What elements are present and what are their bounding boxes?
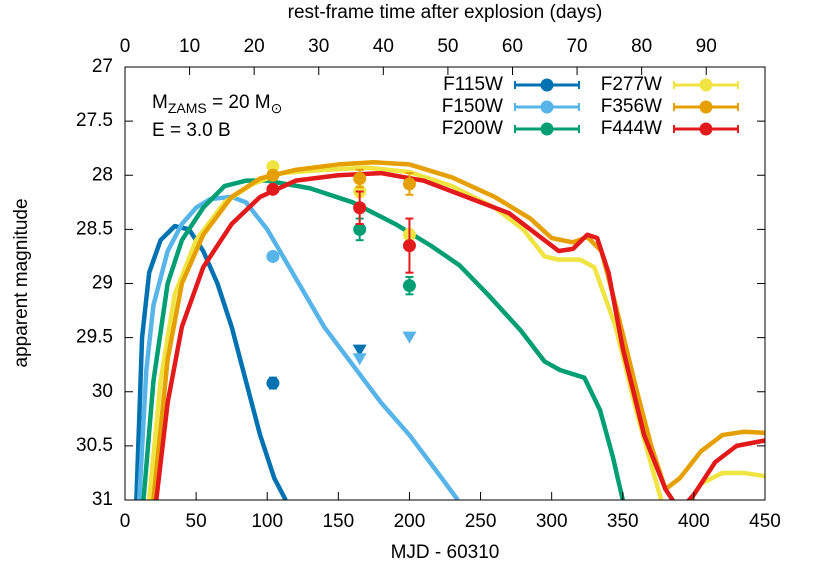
upper-limit [402,331,417,344]
x2-tick-label: 60 [502,36,523,57]
observation [266,182,280,196]
x2-tick-label: 0 [120,36,131,57]
legend-label: F356W [601,96,662,117]
y-tick-label: 31 [92,489,113,510]
x2-tick-label: 90 [696,36,717,57]
x2-axis-label: rest-frame time after explosion (days) [288,2,603,23]
legend-marker [540,100,554,114]
annotation: E = 3.0 B [152,120,231,141]
light-curve [146,165,765,500]
light-curve [136,194,460,500]
y-tick-label: 27.5 [76,110,113,131]
annotation-part: M [152,92,168,113]
observation [402,239,416,253]
x2-tick-label: 50 [437,36,458,57]
x-tick-label: 350 [607,511,639,532]
light-curve [134,223,288,500]
x-tick-label: 400 [678,511,710,532]
legend-marker [699,122,713,136]
x-tick-label: 100 [251,511,283,532]
annotation: MZAMS = 20 M⊙ [152,92,282,116]
x2-tick-label: 30 [308,36,329,57]
y-tick-label: 28 [92,164,113,185]
light-curve [154,170,765,500]
legend-marker [540,122,554,136]
observation [353,201,367,215]
x-tick-label: 200 [394,511,426,532]
y-tick-label: 27 [92,56,113,77]
observation [266,249,280,263]
legend-marker [699,78,713,92]
legend-label: F115W [443,74,503,95]
legend-label: F150W [442,96,503,117]
observation [402,279,416,293]
light-curve [141,178,625,500]
x2-tick-label: 20 [244,36,265,57]
x2-tick-label: 40 [373,36,394,57]
legend-label: F277W [601,74,662,95]
observation [266,168,280,182]
annotation-part: = 20 M [207,92,271,113]
x-tick-label: 450 [749,511,781,532]
upper-limit [352,353,367,366]
legend-label: F444W [601,118,662,139]
x-tick-label: 250 [465,511,497,532]
y-tick-label: 30.5 [76,435,113,456]
observation [353,171,367,185]
y-axis-label: apparent magnitude [11,198,32,367]
observation [402,177,416,191]
x-tick-label: 300 [536,511,568,532]
x2-tick-label: 10 [179,36,200,57]
y-tick-label: 30 [92,381,113,402]
upper-limit [352,344,367,357]
y-tick-label: 28.5 [76,218,113,239]
light-curve [151,160,765,500]
legend-marker [699,100,713,114]
x2-tick-label: 80 [631,36,652,57]
legend-marker [540,78,554,92]
annotation-part: ZAMS [168,100,207,116]
x-tick-label: 150 [322,511,354,532]
annotation-part: ⊙ [271,100,283,116]
observation [353,222,367,236]
x-tick-label: 0 [120,511,131,532]
observation [266,376,280,390]
x-axis-label: MJD - 60310 [391,542,500,563]
x2-tick-label: 70 [566,36,587,57]
plot-area [134,160,765,500]
y-tick-label: 29.5 [76,327,113,348]
y-tick-label: 29 [92,273,113,294]
x-tick-label: 50 [186,511,207,532]
legend-label: F200W [442,118,503,139]
